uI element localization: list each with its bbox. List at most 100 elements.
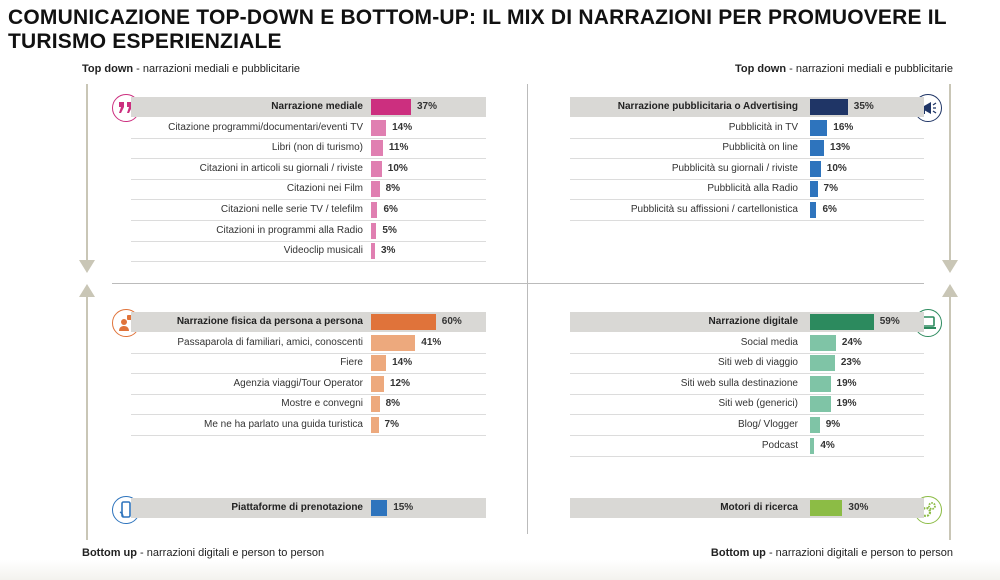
- row-separator: [570, 393, 924, 395]
- row-separator: [131, 261, 486, 263]
- left-up-arrowhead: [79, 284, 95, 297]
- bar: [371, 417, 379, 433]
- row-separator: [131, 414, 486, 416]
- bar: [810, 160, 821, 177]
- left-down-arrow-line: [86, 84, 88, 262]
- bar: [371, 375, 384, 392]
- category-label: Citazioni in articoli su giornali / rivi…: [199, 162, 363, 174]
- chart-header-row: Piattaforme di prenotazione 15%: [0, 498, 1000, 518]
- row-separator: [570, 178, 924, 180]
- category-label: Podcast: [761, 439, 798, 451]
- row-separator: [131, 352, 486, 354]
- chart-row: Pubblicità alla Radio 7%: [0, 179, 1000, 201]
- category-label: Libri (non di turismo): [271, 142, 363, 154]
- chart-row: Citazioni nelle serie TV / telefilm 6%: [0, 200, 1000, 221]
- value-label: 13%: [830, 142, 851, 154]
- row-separator: [131, 220, 486, 221]
- chart-row: Blog/ Vlogger 9%: [0, 415, 1000, 436]
- category-label: Social media: [740, 336, 798, 348]
- value-label: 60%: [441, 316, 462, 327]
- bar: [371, 181, 380, 198]
- bar: [810, 314, 874, 330]
- category-label: Agenzia viaggi/Tour Operator: [233, 377, 363, 389]
- value-label: 12%: [389, 377, 410, 389]
- value-label: 7%: [384, 419, 399, 430]
- chart-row: Citazione programmi/documentari/eventi T…: [0, 118, 1000, 139]
- bar: [810, 500, 843, 516]
- bar: [371, 396, 380, 413]
- row-separator: [570, 373, 924, 375]
- value-label: 41%: [421, 336, 442, 348]
- value-label: 24%: [841, 336, 862, 348]
- category-label: Passaparola di familiari, amici, conosce…: [177, 336, 363, 348]
- bar: [371, 314, 436, 330]
- chart-row: Agenzia viaggi/Tour Operator 12%: [0, 374, 1000, 395]
- value-label: 10%: [826, 162, 847, 174]
- category-label: Mostre e convegni: [281, 398, 363, 410]
- row-separator: [570, 137, 924, 139]
- bar: [371, 355, 387, 372]
- value-label: 37%: [416, 101, 437, 112]
- bar: [810, 140, 825, 157]
- category-label: Piattaforme di prenotazione: [231, 502, 363, 513]
- bar: [810, 355, 835, 372]
- value-label: 8%: [385, 183, 401, 195]
- corner-top-right: Top down - narrazioni mediali e pubblici…: [734, 63, 953, 75]
- bar: [810, 99, 848, 115]
- right-down-arrowhead: [942, 260, 958, 273]
- category-label: Siti web sulla destinazione: [680, 377, 798, 389]
- right-up-arrow-line: [949, 296, 951, 540]
- value-label: 19%: [836, 398, 857, 410]
- header-background: [131, 498, 486, 518]
- chart-row: Siti web (generici) 19%: [0, 394, 1000, 416]
- chart-header-row: Narrazione pubblicitaria o Advertising 35…: [0, 97, 1000, 117]
- bar: [371, 119, 387, 136]
- category-label: Blog/ Vlogger: [737, 419, 798, 430]
- corner-bottom-left: Bottom up - narrazioni digitali e person…: [82, 547, 325, 559]
- chart-header-row: Narrazione mediale 37%: [0, 97, 1000, 117]
- category-label: Citazioni in programmi alla Radio: [216, 224, 363, 236]
- gears-icon: [914, 496, 942, 524]
- left-up-arrow-line: [86, 296, 88, 540]
- right-up-arrowhead: [942, 284, 958, 297]
- category-label: Me ne ha parlato una guida turistica: [204, 419, 363, 430]
- chart-row: Pubblicità in TV 16%: [0, 118, 1000, 139]
- category-label: Narrazione mediale: [271, 101, 363, 112]
- value-label: 59%: [879, 316, 900, 327]
- bottom-decoration: [0, 560, 1000, 580]
- corner-top-left: Top down - narrazioni mediali e pubblici…: [82, 63, 301, 75]
- chart-row: Pubblicità su giornali / riviste 10%: [0, 159, 1000, 180]
- row-separator: [570, 435, 924, 436]
- chart-row: Siti web sulla destinazione 19%: [0, 374, 1000, 395]
- row-separator: [570, 352, 924, 354]
- bar: [371, 99, 411, 115]
- chart-header-row: Motori di ricerca 30%: [0, 498, 1000, 518]
- horizontal-divider: [112, 283, 924, 284]
- value-label: 30%: [848, 502, 869, 513]
- bar: [810, 334, 836, 351]
- row-separator: [131, 240, 486, 242]
- chart-row: Social media 24%: [0, 333, 1000, 354]
- bar: [371, 334, 416, 351]
- category-label: Pubblicità on line: [722, 142, 798, 154]
- chart-row: Videoclip musicali 3%: [0, 241, 1000, 263]
- chart-row: Passaparola di familiari, amici, conosce…: [0, 333, 1000, 354]
- row-separator: [131, 158, 486, 160]
- bar: [371, 160, 382, 177]
- category-label: Narrazione digitale: [708, 316, 798, 327]
- category-label: Pubblicità su affissioni / cartellonisti…: [630, 204, 798, 215]
- chart-row: Podcast 4%: [0, 436, 1000, 457]
- bar: [810, 181, 818, 198]
- bar: [810, 396, 831, 413]
- page-title: COMUNICAZIONE TOP-DOWN E BOTTOM-UP: IL M…: [8, 6, 947, 53]
- category-label: Siti web (generici): [718, 398, 798, 410]
- bar: [810, 119, 828, 136]
- bar: [371, 222, 377, 239]
- value-label: 14%: [392, 357, 413, 369]
- category-label: Citazioni nei Film: [286, 183, 363, 195]
- value-label: 6%: [383, 204, 398, 215]
- row-separator: [570, 158, 924, 160]
- category-label: Pubblicità su giornali / riviste: [671, 162, 798, 174]
- chart-row: Fiere 14%: [0, 353, 1000, 375]
- value-label: 10%: [387, 162, 408, 174]
